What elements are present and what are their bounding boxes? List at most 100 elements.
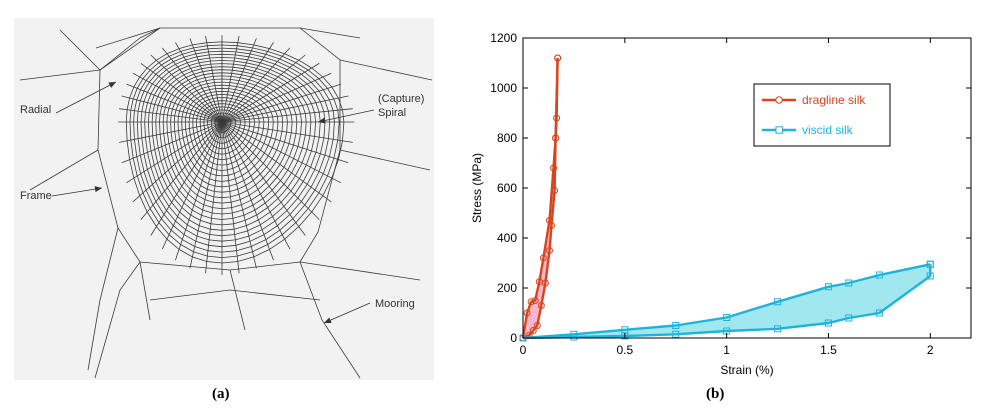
caption-a: (a) xyxy=(212,386,230,402)
web-frame-thread xyxy=(97,27,341,271)
web-radial-thread xyxy=(150,54,223,123)
web-spiral-thread xyxy=(133,47,335,253)
web-mooring-thread xyxy=(299,261,361,379)
web-spiral-thread xyxy=(214,115,232,133)
spider-web-illustration: Radial (Capture) Spiral Frame Mooring xyxy=(14,18,434,380)
viscid-legend-marker xyxy=(775,126,783,134)
web-spiral-thread xyxy=(170,78,288,199)
web-radial-thread xyxy=(221,121,274,261)
web-spiral-thread xyxy=(173,81,284,193)
web-radial-thread xyxy=(221,35,240,123)
viscid-data-point xyxy=(672,330,680,338)
web-mooring-thread xyxy=(139,261,151,321)
web-radial-thread xyxy=(221,42,274,123)
viscid-data-point xyxy=(570,333,578,341)
web-mooring-thread xyxy=(229,269,246,331)
arrowhead-icon xyxy=(94,186,102,193)
label-capture-line1: (Capture) xyxy=(378,93,424,105)
viscid-data-point xyxy=(672,322,680,329)
y-tick-label: 200 xyxy=(497,281,517,295)
web-radial-thread xyxy=(221,121,306,236)
web-spiral-thread xyxy=(207,109,241,144)
web-radial-thread xyxy=(205,35,223,123)
web-radial-thread xyxy=(221,83,342,123)
web-radial-thread xyxy=(221,108,353,123)
label-mooring: Mooring xyxy=(375,298,415,310)
dragline-legend-marker xyxy=(775,96,783,104)
web-radial-thread xyxy=(126,83,223,123)
web-radial-thread xyxy=(221,95,349,123)
label-pointer-arrow xyxy=(317,109,375,123)
legend-box xyxy=(753,83,891,147)
dragline-data-point xyxy=(553,114,561,122)
dragline-data-point xyxy=(537,302,545,309)
dragline-legend-label: dragline silk xyxy=(802,93,866,107)
y-tick-label: 1000 xyxy=(490,81,517,95)
dragline-data-point xyxy=(539,254,547,262)
web-spiral-thread xyxy=(151,63,312,226)
label-pointer-arrow xyxy=(55,81,117,114)
web-spiral-thread xyxy=(125,41,345,264)
web-radial-thread xyxy=(175,42,223,123)
dragline-data-point xyxy=(529,327,537,334)
viscid-data-point xyxy=(774,298,782,306)
web-radial-thread xyxy=(126,121,223,184)
web-radial-thread xyxy=(221,72,332,123)
web-spiral-thread xyxy=(166,75,293,204)
viscid-hysteresis-fill xyxy=(523,264,931,338)
dragline-data-point xyxy=(551,187,559,194)
web-radial-thread xyxy=(121,121,223,164)
web-mooring-thread xyxy=(19,69,101,81)
x-tick-label: 1.5 xyxy=(820,343,837,357)
web-spiral-thread xyxy=(147,60,316,231)
web-mooring-thread xyxy=(339,149,431,171)
web-radial-thread xyxy=(221,121,349,164)
web-spiral-thread xyxy=(144,56,321,237)
dragline-data-point xyxy=(527,298,535,306)
viscid-loading-line xyxy=(522,263,931,340)
web-radial-thread xyxy=(221,121,320,220)
dragline-data-point xyxy=(523,309,531,317)
web-spiral-thread xyxy=(199,103,251,155)
dragline-data-point xyxy=(533,322,541,329)
web-spiral-thread xyxy=(210,112,237,139)
web-radial-thread xyxy=(221,63,320,123)
web-spiral-thread xyxy=(203,106,246,150)
web-radial-thread xyxy=(132,121,223,203)
web-spiral-thread xyxy=(162,72,298,210)
web-spiral-thread xyxy=(155,66,307,220)
viscid-data-point xyxy=(723,314,731,321)
web-mooring-thread xyxy=(299,27,361,39)
y-tick-label: 400 xyxy=(497,231,517,245)
chart-legend: dragline silk viscid silk xyxy=(753,83,891,147)
web-mooring-thread xyxy=(339,59,433,81)
x-tick-label: 2 xyxy=(927,343,934,357)
web-radial-thread xyxy=(140,63,223,123)
dragline-data-point xyxy=(548,222,556,229)
web-radial-thread xyxy=(150,121,223,236)
viscid-data-point xyxy=(774,325,782,333)
web-spiral-thread xyxy=(188,94,265,171)
viscid-data-point xyxy=(824,283,832,291)
viscid-data-point xyxy=(926,260,934,268)
web-spiral-thread xyxy=(159,69,302,215)
viscid-data-point xyxy=(845,314,853,322)
label-radial: Radial xyxy=(20,104,51,116)
web-radial-thread xyxy=(189,38,223,123)
web-spiral-thread xyxy=(181,87,274,182)
viscid-data-point xyxy=(875,309,883,317)
caption-b: (b) xyxy=(706,386,725,402)
viscid-data-point xyxy=(926,272,934,280)
web-radial-thread xyxy=(119,108,223,123)
web-radial-thread xyxy=(221,121,342,184)
web-mooring-thread xyxy=(95,27,161,49)
arrowhead-icon xyxy=(318,117,326,124)
dragline-data-point xyxy=(552,134,560,142)
label-pointer-arrow xyxy=(51,187,103,197)
web-mooring-thread xyxy=(59,27,161,71)
web-mooring-thread xyxy=(94,261,141,379)
web-spiral-thread xyxy=(129,44,340,259)
web-radial-thread xyxy=(140,121,223,220)
web-mooring-thread xyxy=(29,149,99,191)
arrowhead-icon xyxy=(108,82,116,88)
